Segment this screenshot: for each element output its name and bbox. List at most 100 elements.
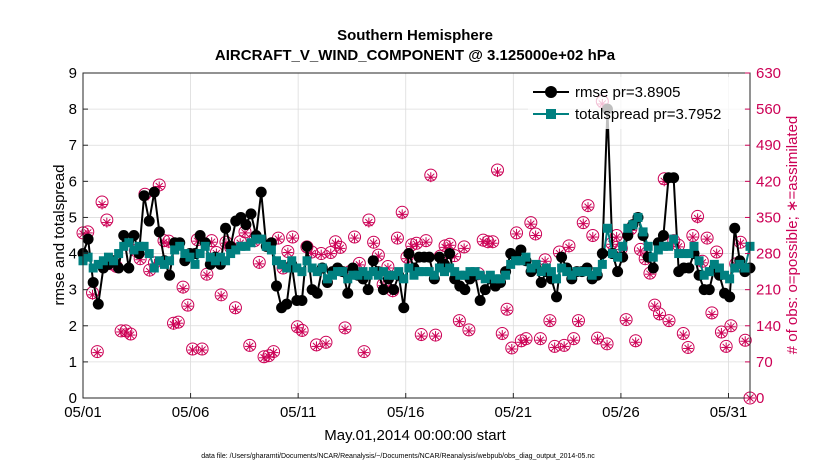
y-tick-label: 7 — [69, 137, 77, 154]
totalspread-marker — [165, 256, 175, 266]
obs-assimilated-marker — [349, 233, 360, 244]
obs-assimilated-stroke — [269, 348, 278, 357]
totalspread-marker — [119, 241, 129, 251]
rmse-marker — [143, 215, 155, 227]
totalspread-marker — [221, 256, 231, 266]
rmse-marker — [423, 251, 435, 263]
totalspread-marker — [205, 252, 215, 262]
totalspread-marker — [236, 241, 246, 251]
legend-box — [528, 77, 744, 129]
obs-assimilated-stroke — [665, 317, 673, 326]
totalspread-marker — [83, 252, 93, 262]
obs-assimilated-stroke — [445, 241, 454, 250]
totalspread-marker — [88, 263, 98, 273]
totalspread-marker — [546, 267, 556, 277]
obs-assimilated-marker — [359, 347, 370, 358]
obs-assimilated-stroke — [417, 332, 426, 340]
totalspread-marker — [597, 259, 607, 269]
rmse-marker — [123, 262, 135, 274]
totalspread-marker — [277, 259, 287, 269]
obs-assimilated-stroke — [203, 271, 211, 280]
obs-assimilated-stroke — [169, 320, 178, 329]
obs-assimilated-stroke — [426, 173, 435, 182]
y-axis-label: rmse and totalspread — [51, 165, 68, 306]
obs-assimilated-marker — [621, 315, 632, 326]
obs-assimilated-marker — [268, 347, 279, 358]
rmse-marker — [703, 284, 715, 296]
obs-assimilated-stroke — [522, 336, 530, 345]
obs-assimilated-stroke — [679, 331, 688, 339]
totalspread-marker — [511, 256, 521, 266]
obs-assimilated-marker — [725, 321, 736, 332]
totalspread-marker — [541, 263, 551, 273]
obs-assimilated-stroke — [369, 239, 378, 248]
obs-assimilated-stroke — [688, 233, 697, 241]
totalspread-marker — [562, 267, 572, 277]
totalspread-marker — [669, 234, 679, 244]
totalspread-marker — [725, 274, 735, 284]
y2-tick-label: 350 — [756, 209, 781, 226]
y2-axis-label: # of obs: o=possible; ∗=assimilated — [784, 116, 801, 355]
x-tick-label: 05/01 — [64, 404, 102, 421]
totalspread-marker — [628, 220, 638, 230]
chart-subtitle: AIRCRAFT_V_WIND_COMPONENT @ 3.125000e+02… — [215, 47, 616, 64]
obs-assimilated-stroke — [455, 317, 464, 326]
rmse-marker — [148, 186, 160, 198]
obs-assimilated-stroke — [460, 244, 468, 253]
obs-assimilated-marker — [311, 341, 322, 352]
totalspread-marker — [643, 241, 653, 251]
obs-assimilated-marker — [630, 337, 641, 348]
obs-assimilated-stroke — [550, 343, 559, 352]
rmse-marker — [311, 287, 323, 299]
totalspread-marker — [241, 241, 251, 251]
totalspread-marker — [302, 256, 312, 266]
obs-assimilated-stroke — [322, 339, 330, 348]
x-tick-label: 05/26 — [602, 404, 640, 421]
obs-assimilated-stroke — [422, 238, 430, 247]
obs-assimilated-stroke — [336, 244, 345, 253]
totalspread-marker — [684, 249, 694, 259]
totalspread-marker — [256, 234, 266, 244]
y2-tick-label: 490 — [756, 137, 781, 154]
totalspread-marker — [465, 267, 475, 277]
totalspread-marker — [501, 270, 511, 280]
y-tick-label: 4 — [69, 246, 77, 263]
obs-assimilated-marker — [611, 232, 622, 243]
obs-assimilated-stroke — [284, 248, 292, 257]
obs-assimilated-marker — [216, 290, 227, 301]
obs-assimilated-stroke — [431, 332, 440, 340]
obs-assimilated-marker — [654, 310, 665, 321]
obs-assimilated-stroke — [708, 310, 716, 319]
totalspread-marker — [475, 270, 485, 280]
totalspread-marker — [322, 274, 332, 284]
totalspread-marker — [434, 263, 444, 273]
totalspread-marker — [307, 263, 317, 273]
obs-assimilated-stroke — [727, 322, 735, 331]
legend-rmse-label: rmse pr=3.8905 — [575, 84, 680, 101]
totalspread-marker — [679, 249, 689, 259]
obs-assimilated-stroke — [412, 240, 421, 249]
rmse-marker — [596, 248, 608, 260]
rmse-marker — [724, 291, 736, 303]
obs-assimilated-marker — [397, 209, 408, 220]
rmse-marker — [296, 295, 308, 306]
obs-assimilated-marker — [92, 347, 103, 358]
obs-assimilated-stroke — [574, 317, 583, 326]
totalspread-marker — [409, 270, 419, 280]
obs-assimilated-marker — [320, 338, 331, 349]
totalspread-marker — [200, 241, 210, 251]
totalspread-marker — [353, 270, 363, 280]
obs-assimilated-marker — [635, 245, 646, 256]
totalspread-marker — [704, 267, 714, 277]
rmse-marker — [444, 248, 456, 260]
totalspread-marker — [658, 241, 668, 251]
obs-assimilated-stroke — [260, 353, 268, 362]
totalspread-marker — [536, 267, 546, 277]
obs-assimilated-marker — [502, 305, 513, 316]
y-tick-label: 6 — [69, 173, 77, 190]
obs-assimilated-stroke — [231, 305, 240, 314]
plot-frame — [82, 72, 751, 399]
totalspread-marker — [582, 267, 592, 277]
obs-assimilated-marker — [244, 341, 255, 352]
